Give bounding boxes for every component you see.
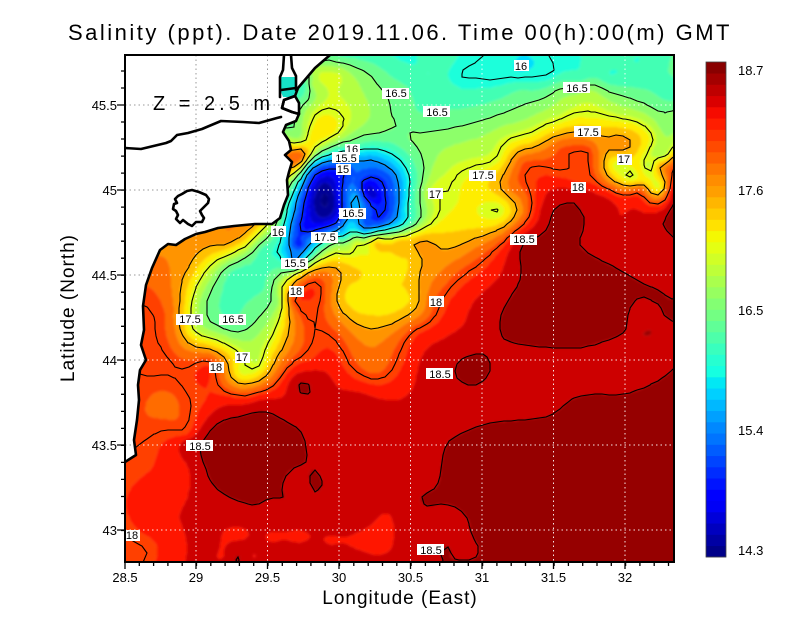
svg-text:Latitude (North): Latitude (North) (58, 234, 79, 382)
svg-text:45: 45 (103, 183, 117, 198)
svg-text:18.5: 18.5 (513, 234, 534, 246)
svg-text:18: 18 (430, 297, 442, 309)
svg-text:14.3: 14.3 (738, 543, 763, 558)
svg-text:18.5: 18.5 (189, 441, 210, 453)
svg-text:17: 17 (618, 154, 630, 166)
svg-text:31.5: 31.5 (541, 570, 566, 585)
svg-text:32: 32 (618, 570, 632, 585)
svg-text:17: 17 (236, 352, 248, 364)
svg-text:18: 18 (572, 182, 584, 194)
svg-text:Z = 2.5 m: Z = 2.5 m (153, 93, 274, 115)
svg-text:17: 17 (429, 189, 441, 201)
svg-text:18.5: 18.5 (420, 545, 441, 557)
svg-text:31: 31 (475, 570, 489, 585)
svg-text:16.5: 16.5 (222, 314, 243, 326)
svg-text:16.5: 16.5 (566, 83, 587, 95)
svg-text:30: 30 (332, 570, 346, 585)
svg-text:16.5: 16.5 (426, 107, 447, 119)
svg-text:17.6: 17.6 (738, 183, 763, 198)
svg-text:17.5: 17.5 (314, 232, 335, 244)
svg-text:18: 18 (210, 362, 222, 374)
svg-text:15: 15 (337, 164, 349, 176)
svg-text:16: 16 (515, 61, 527, 73)
svg-text:17.5: 17.5 (472, 170, 493, 182)
svg-text:15.5: 15.5 (335, 153, 356, 165)
svg-text:16.5: 16.5 (342, 208, 363, 220)
svg-text:18.5: 18.5 (429, 369, 450, 381)
svg-text:43: 43 (103, 523, 117, 538)
svg-text:29.5: 29.5 (255, 570, 280, 585)
svg-text:28.5: 28.5 (112, 570, 137, 585)
svg-text:18: 18 (126, 530, 138, 542)
svg-text:16.5: 16.5 (738, 303, 763, 318)
svg-text:18.7: 18.7 (738, 63, 763, 78)
svg-text:44.5: 44.5 (92, 268, 117, 283)
svg-text:15.5: 15.5 (284, 258, 305, 270)
svg-text:30.5: 30.5 (398, 570, 423, 585)
svg-text:15.4: 15.4 (738, 423, 763, 438)
svg-text:44: 44 (103, 353, 117, 368)
svg-text:45.5: 45.5 (92, 98, 117, 113)
svg-text:29: 29 (189, 570, 203, 585)
svg-text:16.5: 16.5 (385, 88, 406, 100)
svg-text:18: 18 (290, 286, 302, 298)
svg-text:Salinity (ppt). Date 2019.11.0: Salinity (ppt). Date 2019.11.06. Time 00… (68, 20, 732, 45)
svg-text:16: 16 (272, 227, 284, 239)
svg-text:17.5: 17.5 (577, 127, 598, 139)
svg-text:43.5: 43.5 (92, 438, 117, 453)
svg-text:17.5: 17.5 (179, 314, 200, 326)
svg-text:Longitude (East): Longitude (East) (322, 588, 477, 609)
